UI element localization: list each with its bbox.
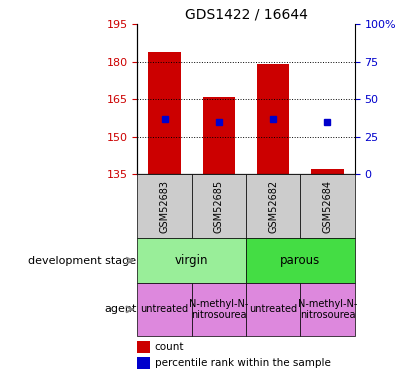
Text: GSM52683: GSM52683 (159, 180, 169, 233)
Bar (256, 64, 289, 174)
Text: GSM52684: GSM52684 (322, 180, 332, 233)
Bar (137, 238, 245, 283)
Bar (148, 52, 180, 174)
Text: development stage: development stage (28, 256, 136, 266)
Text: agent: agent (103, 304, 136, 314)
Bar (245, 283, 299, 336)
Text: N-methyl-N-
nitrosourea: N-methyl-N- nitrosourea (297, 298, 356, 320)
Bar (137, 283, 191, 336)
Bar (299, 283, 354, 336)
Bar (202, 97, 235, 174)
Bar (137, 341, 150, 353)
Bar (310, 170, 343, 174)
Text: virgin: virgin (175, 254, 208, 267)
Text: count: count (154, 342, 184, 352)
Bar (137, 174, 191, 238)
Bar (245, 174, 299, 238)
Bar (137, 357, 150, 369)
Bar (191, 174, 245, 238)
Text: GSM52685: GSM52685 (213, 180, 223, 233)
Bar (191, 283, 245, 336)
Text: N-methyl-N-
nitrosourea: N-methyl-N- nitrosourea (189, 298, 248, 320)
Title: GDS1422 / 16644: GDS1422 / 16644 (184, 8, 307, 22)
Bar (299, 174, 354, 238)
Text: untreated: untreated (140, 304, 188, 314)
Text: percentile rank within the sample: percentile rank within the sample (154, 358, 330, 368)
Text: untreated: untreated (249, 304, 297, 314)
Text: GSM52682: GSM52682 (267, 180, 277, 233)
Bar (245, 238, 354, 283)
Text: parous: parous (279, 254, 320, 267)
